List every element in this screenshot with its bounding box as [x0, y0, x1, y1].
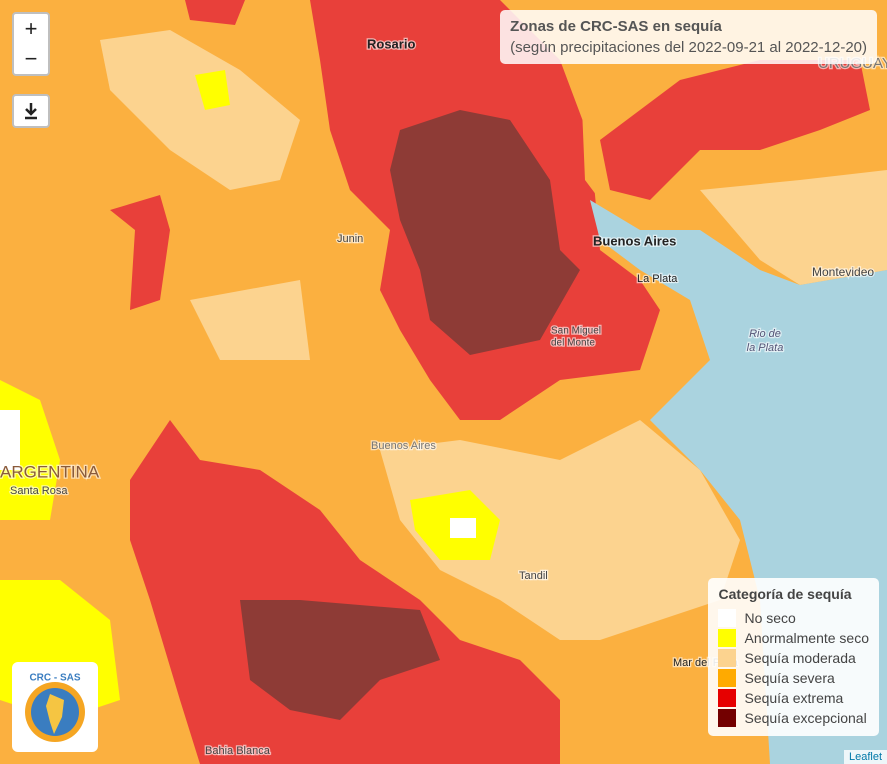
- legend-item: Sequía severa: [718, 668, 869, 688]
- no-dry-area: [450, 518, 476, 538]
- legend-swatch: [718, 669, 737, 687]
- subtitle: (según precipitaciones del 2022-09-21 al…: [510, 39, 867, 56]
- place-label: Buenos Aires: [593, 233, 676, 248]
- legend-label: Sequía extrema: [744, 690, 844, 706]
- place-label: Tandil: [519, 570, 548, 582]
- moderate-area: [100, 30, 300, 190]
- logo-continent: [46, 694, 64, 734]
- place-label: Junin: [337, 233, 363, 245]
- legend-swatch: [718, 649, 737, 667]
- extreme-area: [110, 195, 170, 310]
- place-label: Bahia Blanca: [205, 745, 271, 757]
- abnormal-area: [195, 70, 230, 110]
- legend-items: No seco Anormalmente seco Sequía moderada S…: [718, 608, 869, 728]
- extreme-area: [185, 0, 245, 25]
- place-label: ARGENTINA: [0, 462, 100, 481]
- legend-item: Sequía excepcional: [718, 708, 869, 728]
- extreme-area: [600, 60, 870, 200]
- title-box: Zonas de CRC-SAS en sequía (según precip…: [500, 10, 877, 64]
- legend-label: Anormalmente seco: [744, 630, 869, 646]
- legend: Categoría de sequía No seco Anormalmente …: [708, 578, 879, 736]
- place-label: Buenos Aires: [371, 440, 436, 452]
- no-dry-area: [0, 410, 20, 470]
- title: Zonas de CRC-SAS en sequía: [510, 18, 722, 35]
- moderate-area: [190, 280, 310, 360]
- legend-swatch: [718, 609, 737, 627]
- legend-item: No seco: [718, 608, 869, 628]
- place-label: La Plata: [637, 273, 678, 285]
- legend-swatch: [718, 709, 737, 727]
- legend-item: Sequía extrema: [718, 688, 869, 708]
- download-icon: [25, 103, 37, 120]
- logo-graphic: CRC - SAS: [25, 673, 85, 742]
- place-label: San Miguel: [551, 326, 601, 337]
- legend-item: Sequía moderada: [718, 648, 869, 668]
- place-label: del Monte: [551, 338, 595, 349]
- exceptional-area: [390, 110, 580, 355]
- legend-label: Sequía excepcional: [744, 710, 867, 726]
- download-button[interactable]: [12, 94, 50, 128]
- legend-label: No seco: [744, 610, 796, 626]
- logo: CRC - SAS: [12, 662, 98, 752]
- attribution[interactable]: Leaflet: [843, 750, 887, 764]
- legend-label: Sequía moderada: [744, 650, 856, 666]
- extreme-area: [130, 420, 560, 764]
- moderate-area: [380, 420, 740, 640]
- coast-strip: [580, 60, 600, 200]
- place-label: la Plata: [747, 342, 784, 354]
- legend-swatch: [718, 689, 737, 707]
- zoom-out[interactable]: −: [12, 44, 50, 76]
- zoom-in[interactable]: +: [12, 12, 50, 46]
- place-label: Rio de: [749, 328, 781, 340]
- moderate-area: [700, 170, 887, 285]
- legend-title: Categoría de sequía: [718, 586, 852, 602]
- logo-text: CRC - SAS: [29, 673, 80, 684]
- legend-item: Anormalmente seco: [718, 628, 869, 648]
- exceptional-area: [240, 600, 440, 720]
- place-label: Rosario: [367, 36, 415, 51]
- legend-label: Sequía severa: [744, 670, 835, 686]
- place-label: Montevideo: [812, 265, 874, 279]
- place-label: Santa Rosa: [10, 485, 68, 497]
- legend-swatch: [718, 629, 737, 647]
